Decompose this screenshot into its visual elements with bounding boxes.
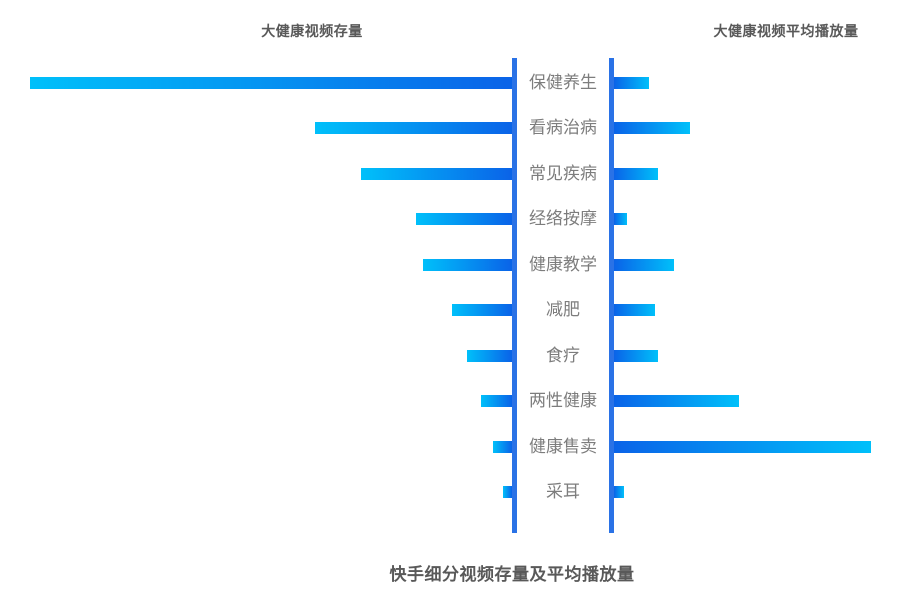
right-bar-4 xyxy=(614,213,627,226)
right-bar-5 xyxy=(614,258,674,271)
chart-title: 快手细分视频存量及平均播放量 xyxy=(389,565,635,584)
category-label-9: 健康售卖 xyxy=(529,436,597,456)
left-bar-9 xyxy=(493,440,512,453)
left-bar-3 xyxy=(361,167,512,180)
left-series-title: 大健康视频存量 xyxy=(261,23,363,39)
category-label-4: 经络按摩 xyxy=(529,209,597,229)
left-bar-8 xyxy=(481,395,512,408)
right-bar-2 xyxy=(614,122,690,135)
left-bar-1 xyxy=(30,77,512,89)
right-bar-7 xyxy=(614,349,658,362)
right-bar-8 xyxy=(614,395,739,408)
left-bar-7 xyxy=(467,349,512,362)
category-label-6: 减肥 xyxy=(546,300,580,320)
category-label-8: 两性健康 xyxy=(529,391,597,411)
left-bar-6 xyxy=(452,304,512,317)
left-axis-line xyxy=(512,58,517,533)
category-label-7: 食疗 xyxy=(546,345,580,365)
right-bar-1 xyxy=(614,77,649,89)
right-bar-9 xyxy=(614,440,871,453)
right-bar-3 xyxy=(614,167,658,180)
right-series-title: 大健康视频平均播放量 xyxy=(713,23,859,39)
category-label-3: 常见疾病 xyxy=(529,163,597,183)
right-bar-10 xyxy=(614,486,624,499)
category-label-1: 保健养生 xyxy=(529,73,597,92)
left-bar-2 xyxy=(315,122,512,135)
left-bar-10 xyxy=(503,486,512,499)
right-bar-6 xyxy=(614,304,655,317)
left-bar-4 xyxy=(416,213,512,226)
category-label-10: 采耳 xyxy=(546,482,580,502)
category-label-5: 健康教学 xyxy=(529,254,597,274)
right-axis-line xyxy=(609,58,614,533)
left-bar-5 xyxy=(423,258,512,271)
category-label-2: 看病治病 xyxy=(529,118,597,138)
